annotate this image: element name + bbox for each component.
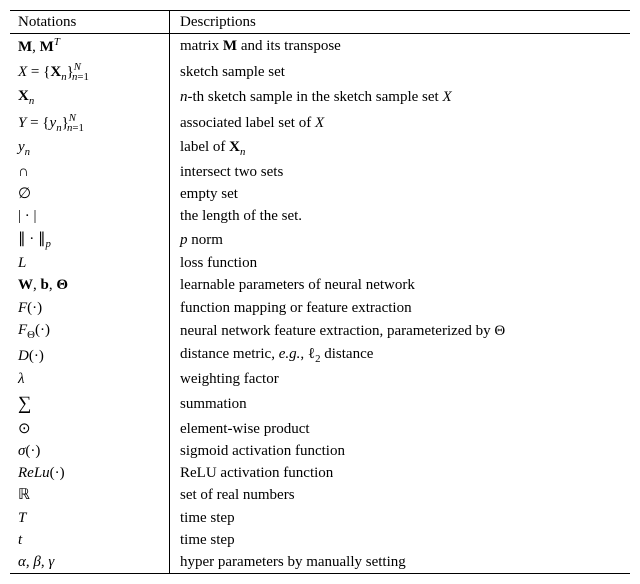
cell-notation: M, MT [10,34,170,58]
table-row: α, β, γ hyper parameters by manually set… [10,551,630,573]
cell-notation: ∅ [10,183,170,205]
cell-notation: λ [10,368,170,390]
cell-desc: weighting factor [170,368,631,390]
cell-notation: | · | [10,205,170,227]
cell-notation: yn [10,136,170,161]
cell-notation: ⊙ [10,418,170,440]
table-row: W, b, Θ learnable parameters of neural n… [10,274,630,296]
table-row: L loss function [10,252,630,274]
cell-desc: the length of the set. [170,205,631,227]
table-row: ∑ summation [10,390,630,417]
cell-desc: time step [170,507,631,529]
cell-notation: Xn [10,85,170,110]
table-row: t time step [10,529,630,551]
table-row: yn label of Xn [10,136,630,161]
cell-notation: α, β, γ [10,551,170,573]
cell-notation: ∑ [10,390,170,417]
notation-table: Notations Descriptions M, MT matrix M an… [10,10,630,574]
table-row: ℝ set of real numbers [10,484,630,506]
cell-desc: matrix M and its transpose [170,34,631,58]
table-row: FΘ(·) neural network feature extraction,… [10,319,630,344]
table-row: F(·) function mapping or feature extract… [10,297,630,319]
table-row: D(·) distance metric, e.g., ℓ2 distance [10,343,630,368]
table-row: X = {Xn}Nn=1 sketch sample set [10,59,630,86]
table-row: ReLu(·) ReLU activation function [10,462,630,484]
table-row: σ(·) sigmoid activation function [10,440,630,462]
cell-notation: t [10,529,170,551]
cell-desc: hyper parameters by manually setting [170,551,631,573]
col-header-notations: Notations [10,11,170,33]
cell-notation: L [10,252,170,274]
cell-notation: Y = {yn}Nn=1 [10,110,170,137]
table-row: Xn n-th sketch sample in the sketch samp… [10,85,630,110]
cell-desc: set of real numbers [170,484,631,506]
table-row: T time step [10,507,630,529]
cell-desc: sketch sample set [170,59,631,86]
table-row: | · | the length of the set. [10,205,630,227]
bottom-rule [10,573,630,574]
cell-desc: empty set [170,183,631,205]
cell-desc: function mapping or feature extraction [170,297,631,319]
table-row: M, MT matrix M and its transpose [10,34,630,58]
table-row: ∩ intersect two sets [10,161,630,183]
cell-notation: F(·) [10,297,170,319]
col-header-descriptions: Descriptions [170,11,631,33]
cell-notation: ReLu(·) [10,462,170,484]
table-row: λ weighting factor [10,368,630,390]
cell-notation: σ(·) [10,440,170,462]
table-body: M, MT matrix M and its transpose X = {Xn… [10,34,630,573]
cell-desc: p norm [170,228,631,253]
cell-desc: sigmoid activation function [170,440,631,462]
cell-notation: W, b, Θ [10,274,170,296]
cell-notation: D(·) [10,343,170,368]
cell-desc: associated label set of X [170,110,631,137]
cell-desc: intersect two sets [170,161,631,183]
cell-notation: ∩ [10,161,170,183]
cell-notation: ℝ [10,484,170,506]
cell-notation: ∥ · ∥p [10,228,170,253]
header-row: Notations Descriptions [10,11,630,33]
cell-desc: element-wise product [170,418,631,440]
table-row: ⊙ element-wise product [10,418,630,440]
cell-desc: time step [170,529,631,551]
table-row: ∥ · ∥p p norm [10,228,630,253]
cell-desc: label of Xn [170,136,631,161]
cell-desc: neural network feature extraction, param… [170,319,631,344]
cell-desc: learnable parameters of neural network [170,274,631,296]
table: Notations Descriptions [10,11,630,33]
cell-notation: X = {Xn}Nn=1 [10,59,170,86]
cell-desc: n-th sketch sample in the sketch sample … [170,85,631,110]
cell-notation: T [10,507,170,529]
cell-desc: ReLU activation function [170,462,631,484]
cell-desc: distance metric, e.g., ℓ2 distance [170,343,631,368]
cell-desc: summation [170,390,631,417]
table-row: ∅ empty set [10,183,630,205]
cell-notation: FΘ(·) [10,319,170,344]
cell-desc: loss function [170,252,631,274]
table-row: Y = {yn}Nn=1 associated label set of X [10,110,630,137]
